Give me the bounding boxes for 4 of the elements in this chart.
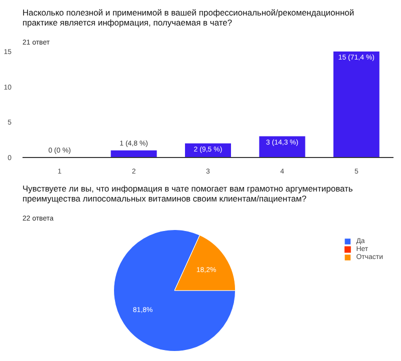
- bar: [110, 150, 157, 158]
- chart-title: Чувствуете ли вы, что информация в чате помогает вам грамотно аргументировать преимущества липосомальных витаминов своим клиентам/пациентам?: [22, 184, 354, 204]
- bar: [333, 52, 380, 158]
- chart-title: Насколько полезной и применимой в вашей профессиональной/рекомендационной практике является информация, получаемая в чате?: [22, 8, 354, 28]
